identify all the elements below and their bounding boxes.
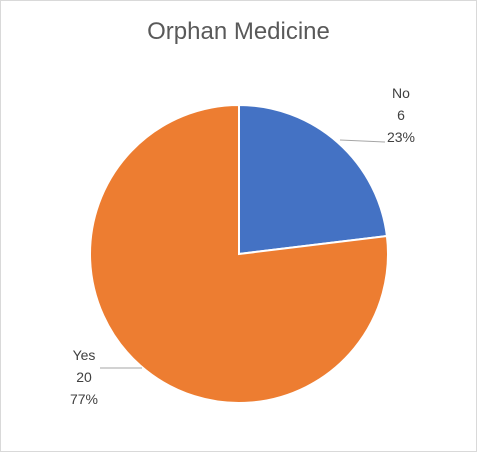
data-label-no-percent: 23% [387,129,415,145]
leader-line-no [339,139,386,143]
data-label-yes-category: Yes [73,347,96,363]
pie-slice-yes [89,103,389,404]
data-label-no-value: 6 [397,107,405,123]
data-label-no-category: No [392,85,410,101]
data-label-yes-percent: 77% [70,391,98,407]
chart-title: Orphan Medicine [147,18,330,45]
pie-slice-no [238,103,389,256]
data-label-yes-value: 20 [76,369,92,385]
